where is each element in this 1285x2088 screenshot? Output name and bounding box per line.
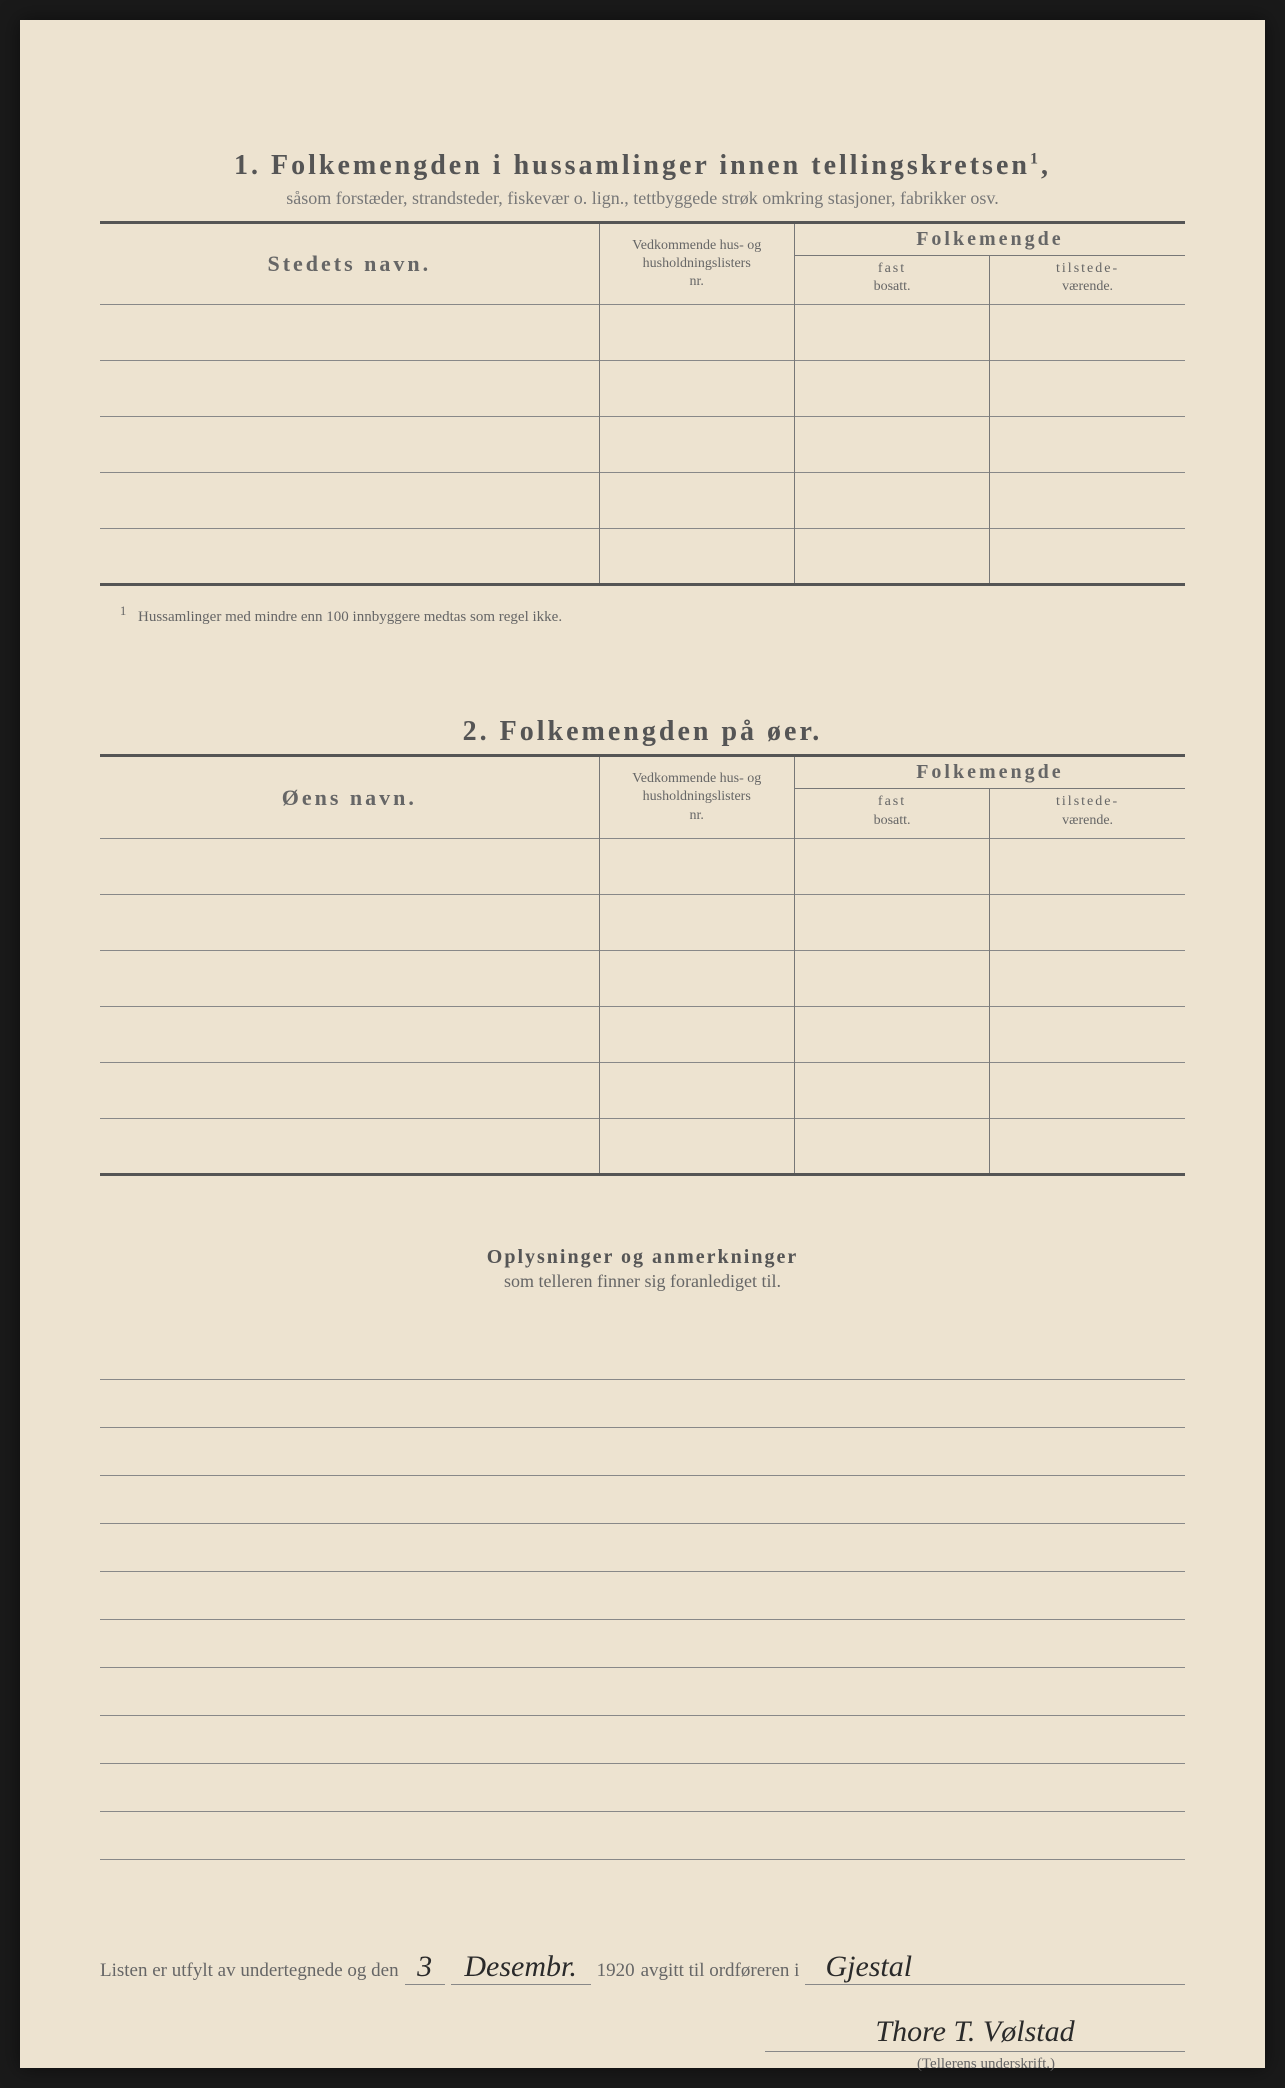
sig-name: Thore T. Vølstad: [765, 2015, 1185, 2052]
section-2: 2. Folkemengden på øer. Øens navn. Vedko…: [100, 716, 1185, 1175]
ruled-line: [100, 1620, 1185, 1668]
ruled-line: [100, 1380, 1185, 1428]
section-1: 1. Folkemengden i hussamlinger innen tel…: [100, 150, 1185, 626]
col-vedkommende-2: Vedkommende hus- og husholdningslisters …: [599, 756, 794, 838]
col-stedets-navn: Stedets navn.: [100, 223, 599, 305]
sig-place: Gjestal: [805, 1950, 1185, 1985]
fast2-l1: fast: [878, 794, 906, 809]
section-2-number: 2.: [463, 716, 490, 747]
ruled-line: [100, 1764, 1185, 1812]
section-2-title-text: Folkemengden på øer.: [500, 716, 823, 747]
table-2-body: [100, 838, 1185, 1174]
ruled-line: [100, 1332, 1185, 1380]
ruled-line: [100, 1668, 1185, 1716]
col-folkemengde: Folkemengde: [794, 223, 1185, 256]
signature-block: Listen er utfylt av undertegnede og den …: [100, 1950, 1185, 2073]
section-1-title-sup: 1: [1030, 151, 1041, 168]
til-l1: tilstede-: [1056, 261, 1119, 276]
oplysninger-subtitle: som telleren finner sig foranlediget til…: [100, 1271, 1185, 1292]
sig-caption: (Tellerens underskrift.): [100, 2056, 1185, 2073]
til2-l1: tilstede-: [1056, 794, 1119, 809]
ruled-line: [100, 1428, 1185, 1476]
ruled-line: [100, 1476, 1185, 1524]
table-row: [100, 1006, 1185, 1062]
vedk-l3: nr.: [690, 274, 704, 289]
table-row: [100, 305, 1185, 361]
ruled-line: [100, 1716, 1185, 1764]
vedk-l1: Vedkommende hus- og: [632, 238, 761, 253]
fast-l2: bosatt.: [874, 279, 911, 294]
sig-mid: avgitt til ordføreren i: [641, 1960, 800, 1982]
ruled-line: [100, 1572, 1185, 1620]
col-vedkommende: Vedkommende hus- og husholdningslisters …: [599, 223, 794, 305]
section-3: Oplysninger og anmerkninger som telleren…: [100, 1246, 1185, 1860]
footnote-number: 1: [120, 604, 126, 618]
table-row: [100, 361, 1185, 417]
table-row: [100, 473, 1185, 529]
table-row: [100, 1062, 1185, 1118]
ruled-lines: [100, 1332, 1185, 1860]
col-tilstede: tilstede- værende.: [990, 256, 1185, 305]
table-row: [100, 838, 1185, 894]
vedk2-l1: Vedkommende hus- og: [632, 771, 761, 786]
section-1-number: 1.: [234, 150, 261, 181]
col-fast-2: fast bosatt.: [794, 789, 989, 838]
col-fast: fast bosatt.: [794, 256, 989, 305]
census-form-page: 1. Folkemengden i hussamlinger innen tel…: [20, 20, 1265, 2068]
ruled-line: [100, 1524, 1185, 1572]
vedk-l2: husholdningslisters: [643, 256, 751, 271]
fast2-l2: bosatt.: [874, 813, 911, 828]
sig-prefix: Listen er utfylt av undertegnede og den: [100, 1960, 399, 1982]
table-row: [100, 417, 1185, 473]
oplysninger-title: Oplysninger og anmerkninger: [100, 1246, 1185, 1269]
sig-year: 1920: [597, 1960, 635, 1982]
sig-day: 3: [405, 1950, 445, 1985]
table-row: [100, 529, 1185, 585]
table-1: Stedets navn. Vedkommende hus- og hushol…: [100, 221, 1185, 586]
table-1-body: [100, 305, 1185, 585]
table-row: [100, 894, 1185, 950]
table-row: [100, 1118, 1185, 1174]
section-1-subtitle: såsom forstæder, strandsteder, fiskevær …: [100, 188, 1185, 209]
fast-l1: fast: [878, 261, 906, 276]
til-l2: værende.: [1062, 279, 1113, 294]
vedk2-l3: nr.: [690, 808, 704, 823]
section-2-title: 2. Folkemengden på øer.: [100, 716, 1185, 748]
table-row: [100, 950, 1185, 1006]
ruled-line: [100, 1812, 1185, 1860]
col-tilstede-2: tilstede- værende.: [990, 789, 1185, 838]
signature-line-2: Thore T. Vølstad: [100, 2015, 1185, 2052]
til2-l2: værende.: [1062, 813, 1113, 828]
sig-month: Desembr.: [451, 1950, 591, 1985]
col-oens-navn: Øens navn.: [100, 756, 599, 838]
col-folkemengde-2: Folkemengde: [794, 756, 1185, 789]
section-1-footnote: 1 Hussamlinger med mindre enn 100 innbyg…: [100, 604, 1185, 626]
section-1-title-text: Folkemengden i hussamlinger innen tellin…: [271, 150, 1030, 181]
signature-line-1: Listen er utfylt av undertegnede og den …: [100, 1950, 1185, 1985]
footnote-text: Hussamlinger med mindre enn 100 innbygge…: [138, 609, 562, 625]
section-1-title: 1. Folkemengden i hussamlinger innen tel…: [100, 150, 1185, 182]
vedk2-l2: husholdningslisters: [643, 789, 751, 804]
table-2: Øens navn. Vedkommende hus- og husholdni…: [100, 754, 1185, 1175]
